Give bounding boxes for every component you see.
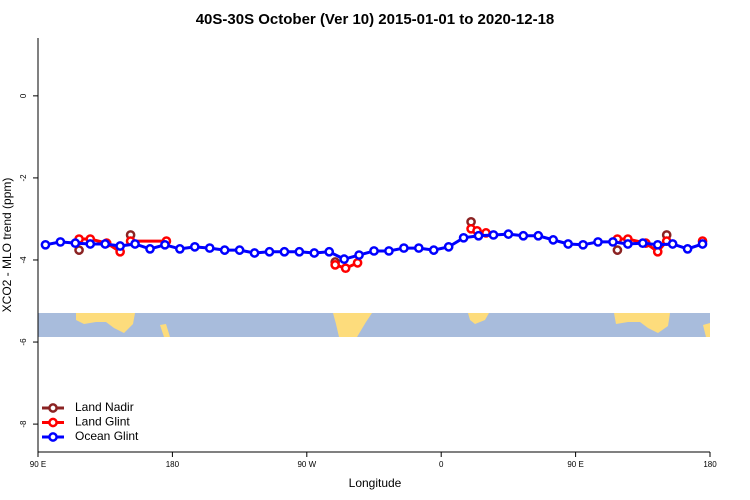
point [488,230,499,240]
point [384,246,394,256]
y-axis-label: XCO2 - MLO trend (ppm) [0,178,14,313]
point [682,244,693,254]
point [204,243,215,253]
point [70,238,81,249]
point [189,241,200,252]
legend-label: Land Glint [75,415,130,429]
legend-label: Ocean Glint [75,429,139,443]
y-tick-label: -4 [19,256,28,264]
legend-label: Land Nadir [75,400,134,414]
point [279,246,290,257]
map-strip [38,313,710,337]
point [608,237,618,247]
legend-swatch [48,432,58,442]
point [503,229,514,239]
point [309,248,320,258]
legend-swatch [48,403,58,413]
point [443,241,454,252]
point [294,246,305,257]
point [578,239,588,250]
point [145,244,155,254]
point [175,244,185,254]
y-tick-label: 0 [19,93,28,98]
point [339,254,349,265]
point [473,230,484,241]
point [612,245,623,255]
legend-swatch [48,417,58,428]
x-tick-label: 90 E [30,460,46,469]
x-tick-label: 90 W [297,460,316,469]
point [74,245,84,255]
y-tick-label: -2 [19,174,28,182]
point [369,246,379,256]
point [518,230,529,241]
point [548,235,559,245]
point [55,237,66,247]
x-tick-label: 180 [703,460,717,469]
point [130,239,140,249]
point [324,246,335,257]
x-tick-label: 90 E [567,460,583,469]
point [428,245,439,255]
point [352,257,363,268]
point [697,239,708,249]
point [563,239,573,249]
x-tick-label: 180 [166,460,180,469]
point [160,239,170,250]
point [399,243,409,253]
point [100,239,111,249]
point [219,245,230,255]
point [234,245,245,255]
point [652,239,663,250]
point [330,260,341,270]
point [354,250,364,260]
chart-title: 40S-30S October (Ver 10) 2015-01-01 to 2… [196,11,555,28]
point [623,239,633,249]
y-tick-label: -6 [19,338,28,346]
y-tick-label: -8 [19,420,28,428]
point [413,243,424,253]
x-axis-label: Longitude [349,476,402,490]
point [533,230,544,241]
point [458,232,469,243]
point [340,263,351,274]
point [637,238,648,249]
point [249,248,260,258]
point [40,239,51,250]
point [667,239,678,249]
x-tick-label: 0 [439,460,444,469]
point [85,239,96,249]
point [264,246,275,257]
point [593,237,603,247]
point [115,241,125,251]
